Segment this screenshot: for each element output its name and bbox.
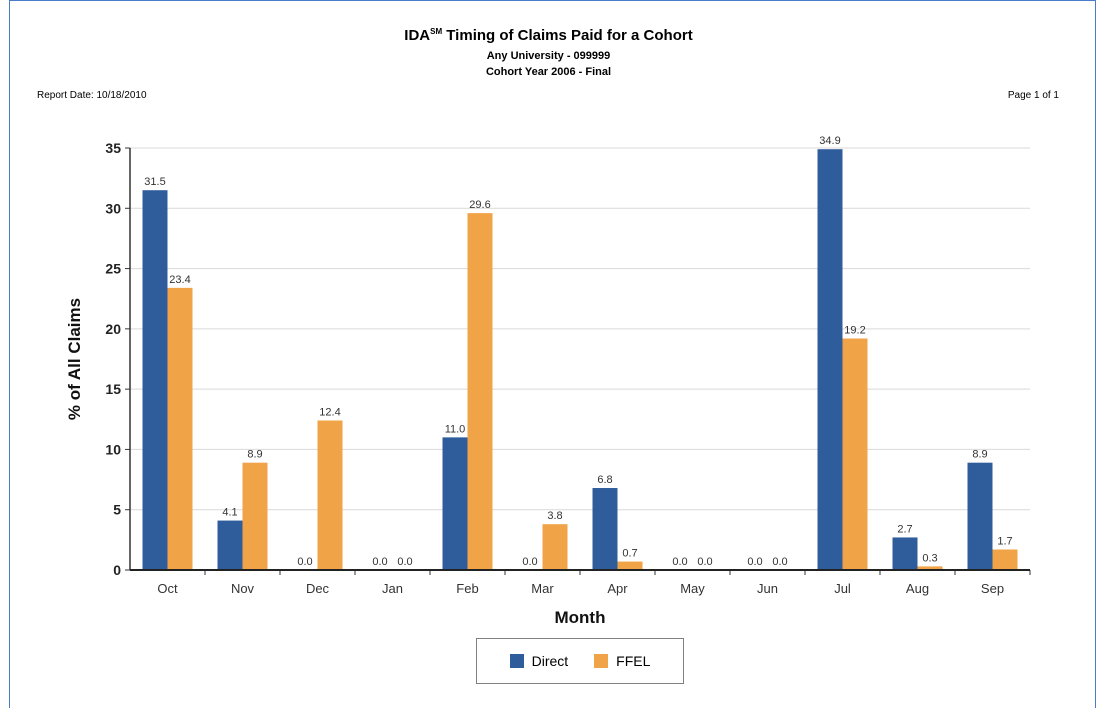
report-subtitle-cohort: Cohort Year 2006 - Final bbox=[485, 66, 612, 78]
y-tick-label: 5 bbox=[113, 502, 121, 518]
data-label: 0.0 bbox=[297, 556, 312, 568]
y-tick-label: 20 bbox=[105, 321, 121, 337]
x-tick-label: Nov bbox=[231, 581, 255, 596]
report-title-main: IDA bbox=[404, 27, 431, 44]
x-tick-label: Sep bbox=[981, 581, 1004, 596]
y-tick-label: 35 bbox=[105, 140, 121, 156]
bar-ffel bbox=[542, 524, 568, 570]
legend-item-direct: Direct bbox=[509, 653, 569, 669]
x-tick-label: Dec bbox=[306, 581, 330, 596]
bar-direct bbox=[142, 190, 168, 570]
bar-ffel bbox=[167, 287, 193, 570]
bar-direct bbox=[592, 488, 618, 570]
data-label: 31.5 bbox=[144, 176, 165, 188]
report-title-superscript: SM bbox=[430, 27, 443, 36]
data-label: 23.4 bbox=[169, 274, 190, 286]
bar-ffel bbox=[842, 338, 868, 570]
legend-label-direct: Direct bbox=[531, 653, 569, 669]
data-label: 0.0 bbox=[747, 556, 762, 568]
x-tick-label: Jun bbox=[757, 581, 778, 596]
data-label: 0.0 bbox=[397, 556, 412, 568]
x-tick-label: Mar bbox=[531, 581, 554, 596]
x-axis-title: Month bbox=[555, 608, 606, 627]
data-label: 0.0 bbox=[772, 556, 787, 568]
page-number: Page 1 of 1 bbox=[1007, 90, 1059, 101]
legend-swatch-direct bbox=[509, 654, 524, 668]
y-tick-label: 15 bbox=[105, 381, 121, 397]
x-tick-label: Feb bbox=[456, 581, 478, 596]
y-tick-label: 25 bbox=[105, 261, 121, 277]
bar-ffel bbox=[467, 213, 493, 570]
bar-direct bbox=[217, 520, 243, 570]
data-label: 2.7 bbox=[897, 523, 912, 535]
data-label: 0.3 bbox=[922, 552, 937, 564]
y-tick-label: 30 bbox=[105, 200, 121, 216]
report-title: IDASM Timing of Claims Paid for a Cohort bbox=[0, 27, 1097, 44]
y-tick-label: 0 bbox=[113, 562, 121, 578]
bar-direct bbox=[817, 149, 843, 570]
data-label: 29.6 bbox=[469, 199, 490, 211]
legend-label-ffel: FFEL bbox=[616, 653, 651, 669]
data-label: 3.8 bbox=[547, 510, 562, 522]
bar-ffel bbox=[617, 561, 643, 570]
bar-ffel bbox=[917, 566, 943, 570]
data-label: 0.0 bbox=[697, 556, 712, 568]
report-subtitle-university: Any University - 099999 bbox=[486, 50, 611, 62]
y-axis-title: % of All Claims bbox=[65, 298, 84, 420]
report-frame bbox=[9, 0, 1096, 708]
bar-direct bbox=[967, 462, 993, 570]
data-label: 11.0 bbox=[445, 423, 466, 435]
x-tick-label: Apr bbox=[607, 581, 628, 596]
data-label: 1.7 bbox=[997, 536, 1012, 548]
report-date: Report Date: 10/18/2010 bbox=[37, 90, 147, 101]
bar-ffel bbox=[992, 549, 1018, 570]
data-label: 0.0 bbox=[372, 556, 387, 568]
chart-legend: Direct FFEL bbox=[476, 638, 684, 684]
data-label: 6.8 bbox=[597, 474, 612, 486]
x-tick-label: Oct bbox=[157, 581, 178, 596]
data-label: 12.4 bbox=[319, 406, 340, 418]
data-label: 0.0 bbox=[672, 556, 687, 568]
bar-direct bbox=[442, 437, 468, 570]
data-label: 34.9 bbox=[819, 135, 840, 147]
x-tick-label: Jan bbox=[382, 581, 403, 596]
x-tick-label: May bbox=[680, 581, 705, 596]
bar-ffel bbox=[242, 462, 268, 570]
legend-item-ffel: FFEL bbox=[594, 653, 650, 669]
bar-direct bbox=[892, 537, 918, 570]
data-label: 8.9 bbox=[247, 449, 262, 461]
data-label: 19.2 bbox=[844, 325, 865, 337]
data-label: 0.7 bbox=[622, 548, 637, 560]
data-label: 4.1 bbox=[222, 507, 237, 519]
legend-swatch-ffel bbox=[594, 654, 609, 668]
bar-ffel bbox=[317, 420, 343, 570]
x-tick-label: Jul bbox=[834, 581, 851, 596]
data-label: 8.9 bbox=[972, 449, 987, 461]
data-label: 0.0 bbox=[522, 556, 537, 568]
report-title-rest: Timing of Claims Paid for a Cohort bbox=[442, 27, 693, 44]
x-tick-label: Aug bbox=[906, 581, 929, 596]
y-tick-label: 10 bbox=[105, 441, 121, 457]
